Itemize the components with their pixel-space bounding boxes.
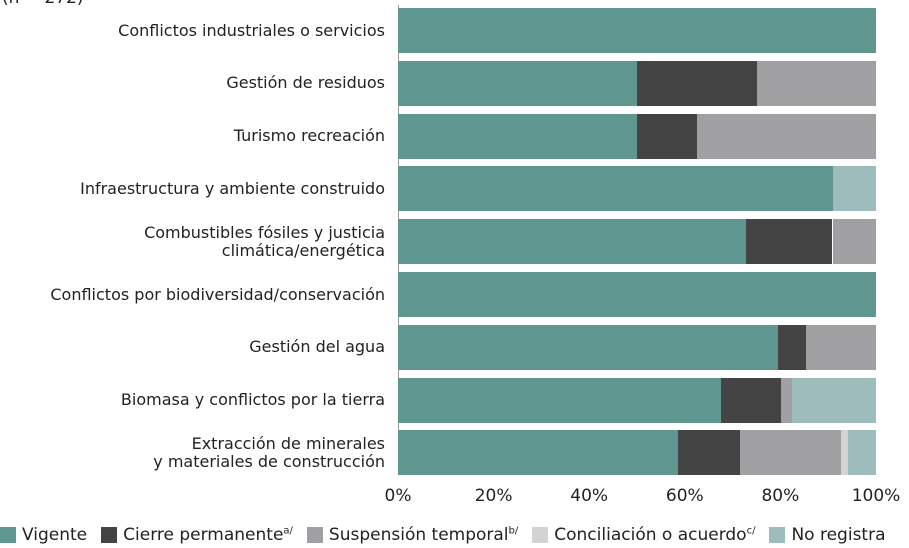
bar-segment — [832, 219, 876, 265]
x-tick-label: 20% — [474, 486, 513, 506]
y-tick-label: Gestión del agua — [249, 337, 385, 357]
legend-text: Conciliación o acuerdo — [554, 525, 747, 545]
y-tick-label: Extracción de minerales y materiales de … — [153, 433, 385, 471]
bar-segment — [637, 113, 697, 159]
legend-swatch — [769, 527, 786, 543]
legend-note: b/ — [508, 525, 519, 537]
bar-segment — [777, 324, 806, 370]
y-tick-label: Biomasa y conflictos por la tierra — [120, 390, 385, 410]
x-tick-label: 60% — [665, 486, 704, 506]
legend-swatch — [101, 527, 118, 543]
legend-note: a/ — [283, 525, 293, 537]
legend-item: Cierre permanentea/ — [101, 525, 293, 545]
bar-segment — [841, 430, 848, 476]
legend-text: Vigente — [22, 525, 88, 545]
bar-segment — [805, 324, 876, 370]
bar-segment — [398, 166, 833, 212]
bar-segment — [398, 324, 778, 370]
legend-item: Suspensión temporalb/ — [306, 525, 518, 545]
x-tick-label: 40% — [570, 486, 609, 506]
bar-segment — [847, 430, 876, 476]
y-tick-label: Combustibles fósiles y justicia climátic… — [144, 222, 385, 260]
legend-item: No registra — [769, 525, 886, 545]
bar-segment — [791, 377, 876, 423]
legend-note: c/ — [746, 525, 756, 537]
bar-segment — [832, 166, 876, 212]
y-tick-label: Gestión de residuos — [226, 73, 385, 93]
legend-text: Suspensión temporal — [328, 525, 509, 545]
y-tick-label: Infraestructura y ambiente construido — [80, 178, 385, 198]
bar-segment — [739, 430, 842, 476]
bar-segment — [696, 113, 876, 159]
legend-swatch — [0, 527, 16, 543]
subtitle: (n = 272) — [2, 0, 84, 8]
x-tick-label: 80% — [761, 486, 800, 506]
legend-text: No registra — [791, 525, 886, 545]
bar-segment — [398, 272, 876, 317]
bar-segment — [398, 219, 746, 265]
legend-label: Suspensión temporalb/ — [329, 525, 518, 545]
legend-swatch — [532, 527, 549, 543]
bar-segment — [745, 219, 833, 265]
legend-label: Cierre permanentea/ — [123, 525, 293, 545]
x-tick-label: 0% — [384, 486, 412, 506]
legend-item: Conciliación o acuerdoc/ — [532, 525, 755, 545]
legend-swatch — [306, 527, 323, 543]
bar-segment — [398, 8, 876, 53]
bar-segment — [398, 430, 679, 476]
legend-label: Conciliación o acuerdoc/ — [554, 525, 755, 545]
y-tick-label: Conflictos industriales o servicios — [118, 20, 385, 40]
bar-segment — [398, 377, 722, 423]
legend-label: No registra — [791, 525, 885, 545]
bar-segment — [398, 60, 637, 106]
legend: Vigente Cierre permanentea/Suspensión tem… — [0, 525, 886, 545]
y-tick-label: Turismo recreación — [233, 126, 385, 146]
bar-segment — [756, 60, 876, 106]
bar-segment — [721, 377, 781, 423]
bar-segment — [780, 377, 792, 423]
legend-text: Cierre permanente — [123, 525, 284, 545]
bar-segment — [398, 113, 637, 159]
y-tick-label: Conflictos por biodiversidad/conservació… — [50, 284, 385, 304]
legend-item: Vigente — [0, 525, 87, 545]
legend-label: Vigente — [22, 525, 87, 545]
bar-segment — [678, 430, 740, 476]
x-tick-label: 100% — [851, 486, 901, 506]
bar-segment — [637, 60, 757, 106]
